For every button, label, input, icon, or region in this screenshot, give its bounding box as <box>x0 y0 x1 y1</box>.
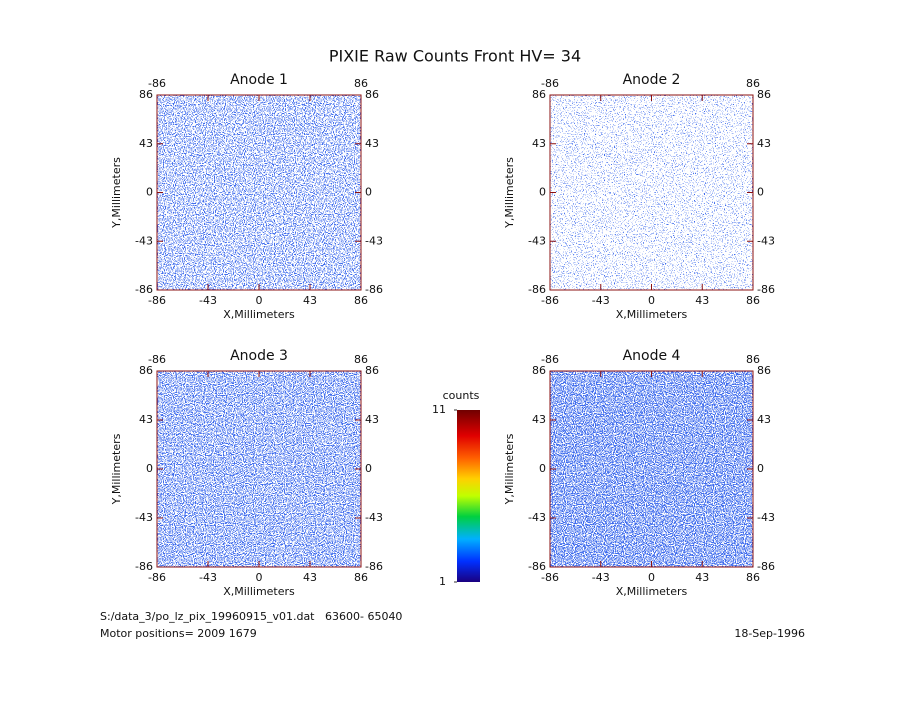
x-tick-label: -43 <box>592 294 610 307</box>
x-tick-label-top: -86 <box>148 77 166 90</box>
y-tick-label-right: -43 <box>757 234 775 247</box>
y-axis-label: Y,Millimeters <box>503 433 516 505</box>
y-tick-label-right: -86 <box>365 560 383 573</box>
y-tick-label: -43 <box>528 234 546 247</box>
y-tick-label: 43 <box>139 413 153 426</box>
y-tick-label: 86 <box>139 88 153 101</box>
panel-title: Anode 1 <box>230 72 288 88</box>
date: 18-Sep-1996 <box>734 627 805 640</box>
y-tick-label: 0 <box>539 186 546 199</box>
x-tick-label-top: -86 <box>148 353 166 366</box>
x-tick-label: -86 <box>541 294 559 307</box>
y-tick-label: -86 <box>528 560 546 573</box>
count-image <box>550 95 753 290</box>
y-tick-label-right: 43 <box>365 137 379 150</box>
x-tick-label-top: 86 <box>354 353 368 366</box>
y-tick-label: 86 <box>532 88 546 101</box>
colorbar-tick-label: 11 <box>432 403 446 416</box>
x-axis-label: X,Millimeters <box>223 308 295 321</box>
file-info: S:/data_3/po_lz_pix_19960915_v01.dat 636… <box>100 610 402 623</box>
y-axis-label: Y,Millimeters <box>503 157 516 229</box>
x-tick-label: 43 <box>695 571 709 584</box>
x-tick-label: 0 <box>256 571 263 584</box>
x-tick-label: 86 <box>354 294 368 307</box>
y-tick-label-right: -43 <box>757 511 775 524</box>
x-tick-label: -43 <box>199 294 217 307</box>
y-tick-label: -86 <box>135 560 153 573</box>
y-tick-label-right: 43 <box>757 137 771 150</box>
y-tick-label-right: 0 <box>365 462 372 475</box>
y-tick-label: 0 <box>146 186 153 199</box>
y-tick-label: 86 <box>532 364 546 377</box>
x-tick-label-top: 86 <box>746 353 760 366</box>
count-image <box>157 95 361 290</box>
x-tick-label: 43 <box>303 294 317 307</box>
y-tick-label: 43 <box>139 137 153 150</box>
y-tick-label-right: 86 <box>365 88 379 101</box>
y-tick-label: 0 <box>539 462 546 475</box>
y-tick-label-right: 43 <box>365 413 379 426</box>
y-tick-label-right: -86 <box>365 283 383 296</box>
y-axis-label: Y,Millimeters <box>110 157 123 229</box>
x-tick-label: -43 <box>592 571 610 584</box>
y-tick-label-right: -86 <box>757 560 775 573</box>
x-axis-label: X,Millimeters <box>223 585 295 598</box>
panel-title: Anode 3 <box>230 348 288 364</box>
y-tick-label-right: 86 <box>757 364 771 377</box>
y-tick-label: -86 <box>528 283 546 296</box>
y-tick-label-right: 86 <box>365 364 379 377</box>
y-tick-label: -43 <box>528 511 546 524</box>
x-tick-label: 0 <box>648 294 655 307</box>
x-tick-label: 86 <box>354 571 368 584</box>
y-tick-label-right: 86 <box>757 88 771 101</box>
y-tick-label-right: 0 <box>757 462 764 475</box>
x-tick-label: 86 <box>746 294 760 307</box>
panel-title: Anode 2 <box>623 72 681 88</box>
x-tick-label: -43 <box>199 571 217 584</box>
x-tick-label: 0 <box>256 294 263 307</box>
motor-info: Motor positions= 2009 1679 <box>100 627 257 640</box>
y-tick-label: 43 <box>532 137 546 150</box>
x-tick-label: -86 <box>148 571 166 584</box>
y-tick-label: -86 <box>135 283 153 296</box>
x-tick-label-top: 86 <box>746 77 760 90</box>
colorbar <box>457 410 480 582</box>
panel-title: Anode 4 <box>623 348 681 364</box>
x-tick-label-top: 86 <box>354 77 368 90</box>
x-tick-label: 43 <box>695 294 709 307</box>
x-axis-label: X,Millimeters <box>616 585 688 598</box>
x-tick-label: 0 <box>648 571 655 584</box>
x-tick-label-top: -86 <box>541 353 559 366</box>
y-tick-label-right: 43 <box>757 413 771 426</box>
y-tick-label-right: -86 <box>757 283 775 296</box>
y-tick-label: -43 <box>135 511 153 524</box>
count-image <box>157 371 361 567</box>
colorbar-label: counts <box>443 389 480 402</box>
x-tick-label: -86 <box>148 294 166 307</box>
y-axis-label: Y,Millimeters <box>110 433 123 505</box>
y-tick-label: 0 <box>146 462 153 475</box>
x-tick-label: 43 <box>303 571 317 584</box>
figure-title: PIXIE Raw Counts Front HV= 34 <box>329 47 581 66</box>
y-tick-label: 43 <box>532 413 546 426</box>
y-tick-label-right: 0 <box>757 186 764 199</box>
y-tick-label-right: -43 <box>365 511 383 524</box>
x-tick-label: -86 <box>541 571 559 584</box>
y-tick-label-right: 0 <box>365 186 372 199</box>
x-tick-label: 86 <box>746 571 760 584</box>
y-tick-label: -43 <box>135 234 153 247</box>
y-tick-label-right: -43 <box>365 234 383 247</box>
x-tick-label-top: -86 <box>541 77 559 90</box>
count-image <box>550 371 753 567</box>
colorbar-tick-label: 1 <box>439 575 446 588</box>
y-tick-label: 86 <box>139 364 153 377</box>
x-axis-label: X,Millimeters <box>616 308 688 321</box>
